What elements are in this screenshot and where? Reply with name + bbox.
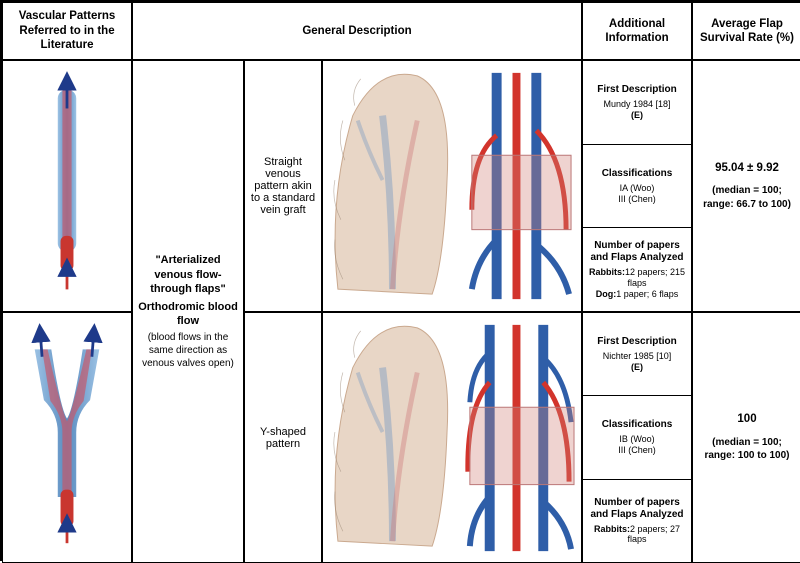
diagram-y-vein: [2, 312, 132, 563]
pattern-label-text: Straight venous pattern akin to a standa…: [249, 156, 317, 216]
flow-subtitle: Orthodromic blood flow: [137, 300, 239, 329]
flow-description: "Arterialized venous flow-through flaps"…: [132, 60, 244, 563]
pattern-label-text: Y-shaped pattern: [249, 426, 317, 450]
papers-label: Number of papers and Flaps Analyzed: [585, 497, 689, 521]
classifications-row1: Classifications IA (Woo) III (Chen): [583, 145, 691, 229]
classifications-row2: Classifications IB (Woo) III (Chen): [583, 396, 691, 479]
straight-vein-svg: [7, 65, 127, 307]
first-desc-note: (E): [631, 110, 643, 121]
survival-main: 95.04 ± 9.92: [715, 161, 779, 177]
class-label: Classifications: [602, 168, 673, 180]
info-row1: First Description Mundy 1984 [18] (E) Cl…: [582, 60, 692, 312]
flow-detail: (blood flows in the same direction as ve…: [137, 331, 239, 370]
first-desc-value: Mundy 1984 [18]: [603, 99, 670, 110]
survival-extra: (median = 100; range: 100 to 100): [697, 436, 797, 463]
header-additional-info: Additional Information: [582, 2, 692, 60]
diagram-straight-vein: [2, 60, 132, 312]
first-description-row1: First Description Mundy 1984 [18] (E): [583, 61, 691, 145]
first-desc-value: Nichter 1985 [10]: [603, 351, 672, 362]
first-desc-label: First Description: [597, 336, 676, 348]
anatomy-svg-1: [323, 61, 581, 311]
papers-label: Number of papers and Flaps Analyzed: [585, 240, 689, 264]
vascular-table: Vascular Patterns Referred to in the Lit…: [0, 0, 800, 561]
first-desc-label: First Description: [597, 84, 676, 96]
survival-row1: 95.04 ± 9.92 (median = 100; range: 66.7 …: [692, 60, 800, 312]
class-value1: IA (Woo): [620, 183, 655, 194]
flow-quoted: "Arterialized venous flow-through flaps": [137, 253, 239, 296]
info-row2: First Description Nichter 1985 [10] (E) …: [582, 312, 692, 563]
anatomy-svg-2: [323, 313, 581, 562]
papers-value1: Rabbits:2 papers; 27 flaps: [585, 524, 689, 546]
papers-value2: Dog:1 paper; 6 flaps: [596, 289, 679, 300]
papers-row2: Number of papers and Flaps Analyzed Rabb…: [583, 480, 691, 562]
first-desc-note: (E): [631, 362, 643, 373]
anatomy-row2: [322, 312, 582, 563]
survival-row2: 100 (median = 100; range: 100 to 100): [692, 312, 800, 563]
anatomy-row1: [322, 60, 582, 312]
header-vascular-patterns: Vascular Patterns Referred to in the Lit…: [2, 2, 132, 60]
papers-row1: Number of papers and Flaps Analyzed Rabb…: [583, 228, 691, 311]
pattern-label-row1: Straight venous pattern akin to a standa…: [244, 60, 322, 312]
survival-main: 100: [737, 412, 756, 428]
header-survival-rate: Average Flap Survival Rate (%): [692, 2, 800, 60]
first-description-row2: First Description Nichter 1985 [10] (E): [583, 313, 691, 396]
pattern-label-row2: Y-shaped pattern: [244, 312, 322, 563]
survival-extra: (median = 100; range: 66.7 to 100): [697, 184, 797, 211]
header-general-description: General Description: [132, 2, 582, 60]
class-label: Classifications: [602, 419, 673, 431]
class-value2: III (Chen): [618, 194, 656, 205]
y-vein-svg: [7, 317, 127, 558]
class-value2: III (Chen): [618, 445, 656, 456]
papers-value1: Rabbits:12 papers; 215 flaps: [585, 267, 689, 289]
class-value1: IB (Woo): [619, 434, 654, 445]
